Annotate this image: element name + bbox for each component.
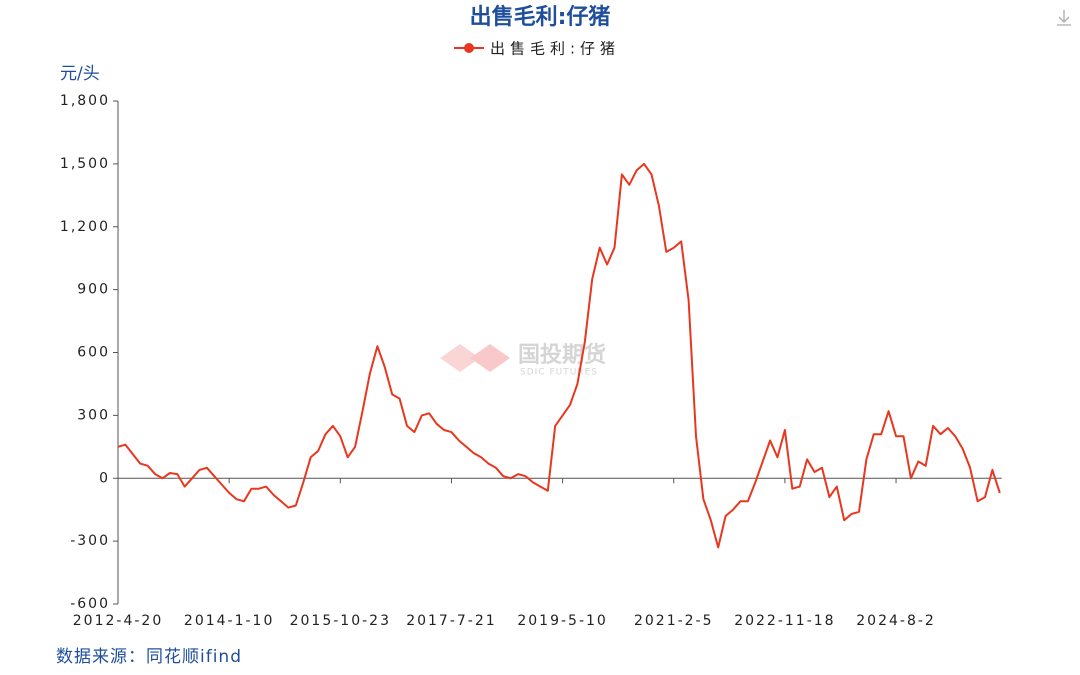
x-tick-label: 2021-2-5 [634, 613, 714, 629]
x-tick-label: 2019-5-10 [517, 613, 607, 629]
y-tick-label: -600 [70, 596, 110, 612]
y-tick-label: -300 [70, 533, 110, 549]
x-tick-label: 2015-10-23 [290, 613, 391, 629]
y-tick-label: 1,500 [60, 156, 110, 172]
x-tick-label: 2024-8-2 [856, 613, 936, 629]
download-icon[interactable] [1057, 10, 1071, 26]
y-tick-label: 300 [77, 407, 110, 423]
y-tick-label: 0 [99, 470, 110, 486]
watermark-text: 国投期货 [518, 342, 606, 368]
y-tick-label: 600 [77, 345, 110, 361]
source: 数据来源：同花顺ifind [56, 647, 242, 667]
watermark: 国投期货 SDIC FUTURES [440, 342, 606, 378]
data-line [117, 162, 1001, 549]
x-tick-label: 2012-4-20 [73, 613, 163, 629]
legend-marker [464, 43, 474, 53]
legend-label: 出售毛利:仔猪 [490, 40, 620, 58]
y-tick-label: 1,800 [60, 93, 110, 109]
y-tick-label: 1,200 [60, 219, 110, 235]
watermark-subtext: SDIC FUTURES [520, 368, 598, 378]
chart-title: 出售毛利:仔猪 [470, 4, 611, 30]
x-tick-label: 2017-7-21 [406, 613, 496, 629]
y-tick-label: 900 [77, 282, 110, 298]
y-axis-label: 元/头 [60, 64, 100, 84]
x-tick-label: 2022-11-18 [734, 613, 835, 629]
x-tick-label: 2014-1-10 [184, 613, 274, 629]
